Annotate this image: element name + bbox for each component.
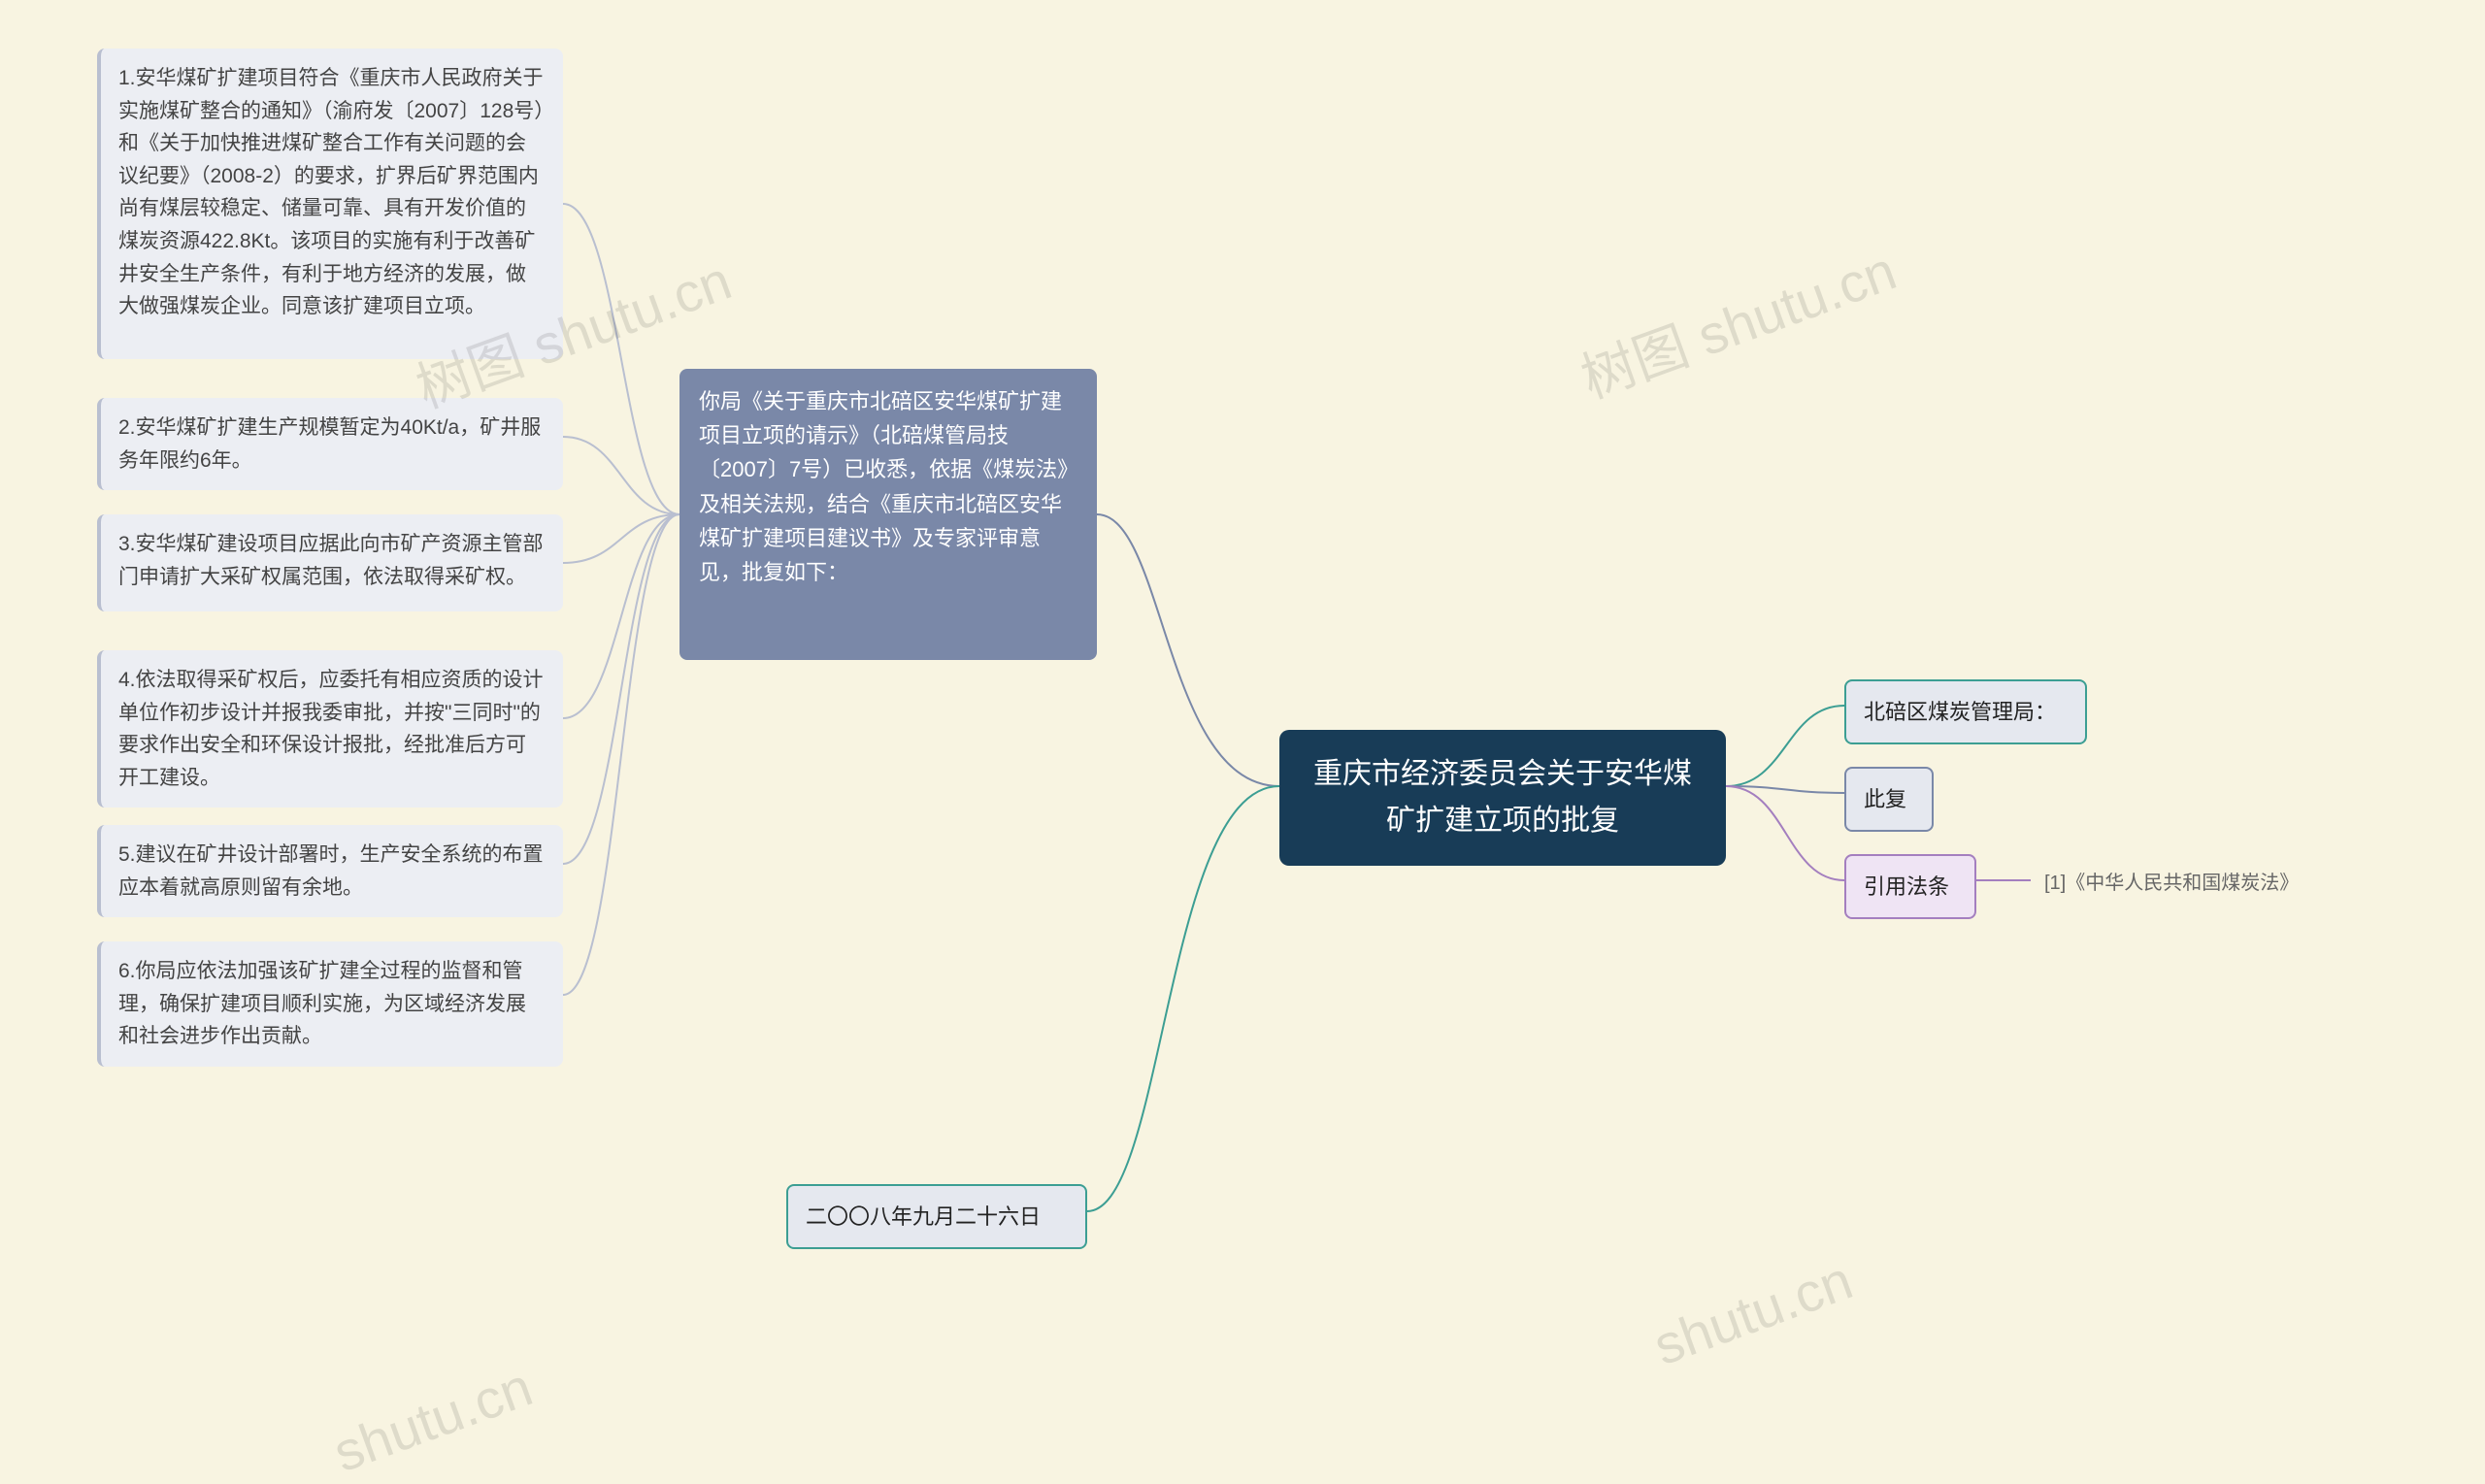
right-branch-cite[interactable]: 引用法条 [1844,854,1976,919]
mindmap-root[interactable]: 重庆市经济委员会关于安华煤矿扩建立项的批复 [1279,730,1726,866]
right-branch-reply[interactable]: 此复 [1844,767,1934,832]
citation-leaf: [1]《中华人民共和国煤炭法》 [2031,860,2351,907]
intro-block[interactable]: 你局《关于重庆市北碚区安华煤矿扩建项目立项的请示》（北碚煤管局技〔2007〕7号… [679,369,1097,660]
approval-item-4: 4.依法取得采矿权后，应委托有相应资质的设计单位作初步设计并报我委审批，并按"三… [97,650,563,808]
watermark: 树图 shutu.cn [1569,227,1905,413]
date-node: 二〇〇八年九月二十六日 [786,1184,1087,1249]
approval-item-1: 1.安华煤矿扩建项目符合《重庆市人民政府关于实施煤矿整合的通知》（渝府发〔200… [97,49,563,359]
approval-item-6: 6.你局应依法加强该矿扩建全过程的监督和管理，确保扩建项目顺利实施，为区域经济发… [97,941,563,1067]
right-branch-bureau[interactable]: 北碚区煤炭管理局： [1844,679,2087,744]
approval-item-3: 3.安华煤矿建设项目应据此向市矿产资源主管部门申请扩大采矿权属范围，依法取得采矿… [97,514,563,611]
watermark: shutu.cn [325,1355,540,1484]
approval-item-5: 5.建议在矿井设计部署时，生产安全系统的布置应本着就高原则留有余地。 [97,825,563,917]
approval-item-2: 2.安华煤矿扩建生产规模暂定为40Kt/a，矿井服务年限约6年。 [97,398,563,490]
watermark: shutu.cn [1645,1248,1860,1377]
